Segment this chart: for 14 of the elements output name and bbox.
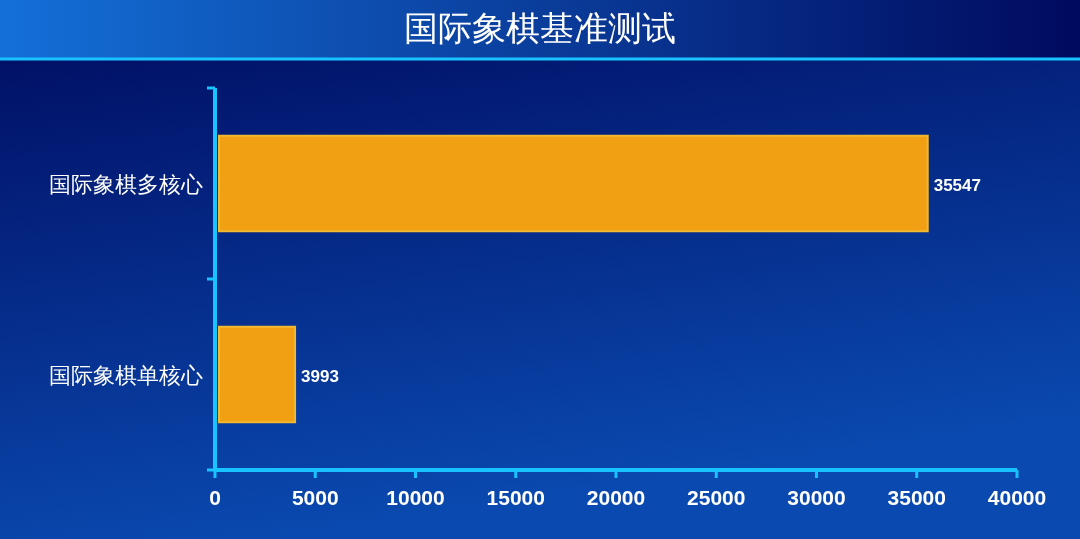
y-tick-label: 国际象棋多核心 [49, 171, 203, 197]
x-tick-label: 15000 [486, 486, 545, 509]
x-tick-label: 10000 [386, 486, 445, 509]
x-tick-label: 5000 [291, 486, 339, 509]
x-tick-label: 35000 [887, 486, 946, 509]
x-tick-label: 40000 [987, 486, 1047, 509]
y-tick-label: 国际象棋单核心 [49, 362, 203, 388]
x-tick-label: 0 [209, 486, 221, 509]
x-tick-label: 25000 [687, 486, 746, 509]
x-tick-label: 30000 [787, 486, 846, 509]
chart-title: 国际象棋基准测试 [404, 9, 676, 47]
data-label: 3993 [301, 366, 339, 386]
data-label: 35547 [933, 175, 981, 195]
x-tick-label: 20000 [586, 486, 646, 509]
